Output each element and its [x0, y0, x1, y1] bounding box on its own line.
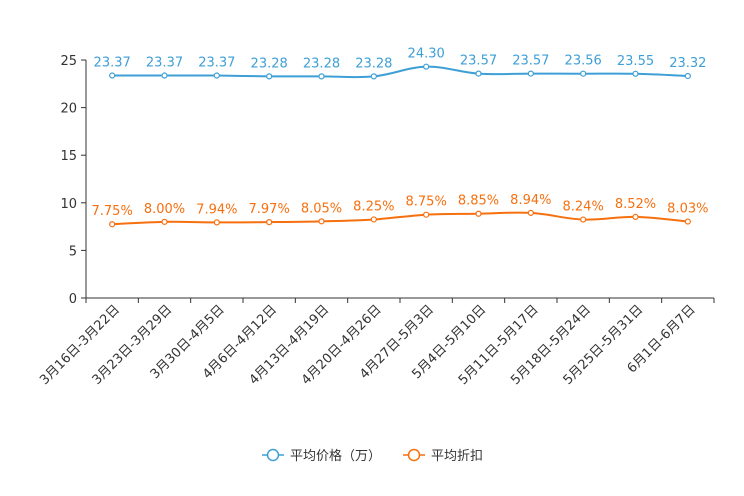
data-point	[318, 73, 325, 80]
data-label: 23.28	[251, 56, 288, 71]
y-tick-label: 10	[60, 197, 77, 212]
data-label: 8.24%	[563, 200, 604, 215]
series-line	[112, 211, 688, 226]
data-label: 7.94%	[196, 202, 237, 217]
data-point	[161, 72, 168, 79]
data-label: 23.57	[460, 54, 497, 69]
data-point	[161, 218, 168, 225]
data-point	[213, 219, 220, 226]
data-point	[370, 216, 377, 223]
data-label: 24.30	[408, 47, 445, 62]
series-layer: 23.37 23.37 23.37 23.28 23.28 23.28 24.30 23.57…	[92, 47, 708, 228]
data-label: 23.55	[617, 54, 654, 69]
data-point	[527, 209, 534, 216]
legend-item-2[interactable]: 平均折扣	[403, 448, 483, 464]
data-label: 7.97%	[249, 202, 290, 217]
data-point	[318, 218, 325, 225]
data-point	[423, 211, 430, 218]
y-tick-label: 20	[60, 102, 77, 117]
data-label: 8.85%	[458, 194, 499, 209]
data-label: 8.52%	[615, 197, 656, 212]
series-2: 7.75% 8.00% 7.94% 7.97% 8.05% 8.25% 8.75% 8.85%…	[92, 193, 708, 228]
y-tick-label: 0	[69, 292, 77, 307]
legend-item-1[interactable]: 平均价格（万）	[262, 448, 381, 464]
y-tick-label: 25	[60, 54, 77, 69]
data-label: 23.37	[94, 56, 131, 71]
y-tick-label: 5	[69, 244, 77, 259]
data-point	[213, 72, 220, 79]
data-point	[632, 70, 639, 77]
data-label: 23.56	[565, 54, 602, 69]
data-point	[266, 219, 273, 226]
data-label: 23.37	[198, 56, 235, 71]
legend-label: 平均价格（万）	[290, 448, 381, 464]
data-label: 7.75%	[92, 204, 133, 219]
data-label: 8.00%	[144, 202, 185, 217]
data-label: 23.32	[669, 56, 706, 71]
data-point	[109, 72, 116, 79]
data-point	[632, 213, 639, 220]
data-point	[475, 210, 482, 217]
data-point	[580, 70, 587, 77]
data-point	[266, 73, 273, 80]
data-point	[684, 72, 691, 80]
data-label: 8.25%	[353, 199, 394, 214]
data-point	[109, 221, 116, 228]
y-tick-label: 15	[60, 149, 77, 164]
data-point	[684, 218, 691, 225]
data-label: 23.37	[146, 56, 183, 71]
data-point	[370, 73, 377, 80]
series-line	[112, 65, 688, 79]
data-point	[423, 63, 430, 70]
data-label: 8.05%	[301, 201, 342, 216]
legend-label: 平均折扣	[431, 449, 483, 464]
series-1: 23.37 23.37 23.37 23.28 23.28 23.28 24.30 23.57…	[94, 47, 706, 80]
data-label: 8.94%	[510, 193, 551, 208]
legend-marker	[266, 448, 280, 462]
data-label: 8.03%	[667, 202, 708, 217]
data-label: 23.28	[355, 56, 392, 71]
data-label: 23.28	[303, 56, 340, 71]
data-point	[527, 70, 534, 77]
legend[interactable]: 平均价格（万） 平均折扣	[262, 448, 483, 464]
data-point	[580, 216, 587, 223]
data-point	[475, 70, 482, 77]
legend-marker	[407, 448, 421, 462]
data-label: 8.75%	[406, 195, 447, 210]
data-label: 23.57	[512, 54, 549, 69]
